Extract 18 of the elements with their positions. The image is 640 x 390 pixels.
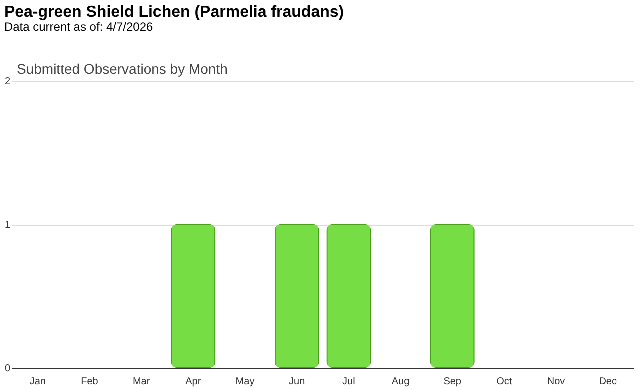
x-tick-label: Apr	[186, 376, 202, 388]
x-tick-label: Mar	[132, 376, 151, 388]
x-tick-label: Nov	[547, 376, 566, 388]
x-tick-label: Jun	[289, 376, 306, 388]
x-tick-label: Oct	[496, 376, 512, 388]
chart-subtitle: Data current as of: 4/7/2026	[4, 20, 154, 34]
y-tick-label: 1	[4, 220, 11, 231]
x-tick-label: Jul	[342, 376, 356, 388]
y-tick-label: 2	[4, 76, 11, 88]
x-tick-label: Sep	[444, 376, 462, 388]
x-tick-label: Aug	[392, 376, 410, 388]
x-tick-label: Dec	[599, 376, 617, 388]
x-tick-label: Feb	[81, 376, 99, 388]
x-tick-label: May	[236, 376, 255, 388]
text: Submitted Observations by Month	[17, 61, 228, 77]
y-tick-label: 0	[4, 364, 11, 374]
chart-title: Pea-green Shield Lichen (Parmelia fraudans)	[4, 4, 344, 21]
x-tick-label: Jan	[30, 376, 46, 388]
